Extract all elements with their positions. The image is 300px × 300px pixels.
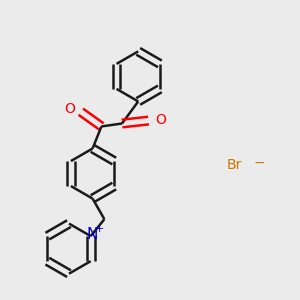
Text: Br: Br: [226, 158, 242, 172]
Text: N: N: [86, 227, 98, 242]
Text: O: O: [64, 102, 75, 116]
Text: +: +: [95, 224, 104, 234]
Text: O: O: [155, 113, 166, 127]
Text: −: −: [253, 156, 265, 170]
